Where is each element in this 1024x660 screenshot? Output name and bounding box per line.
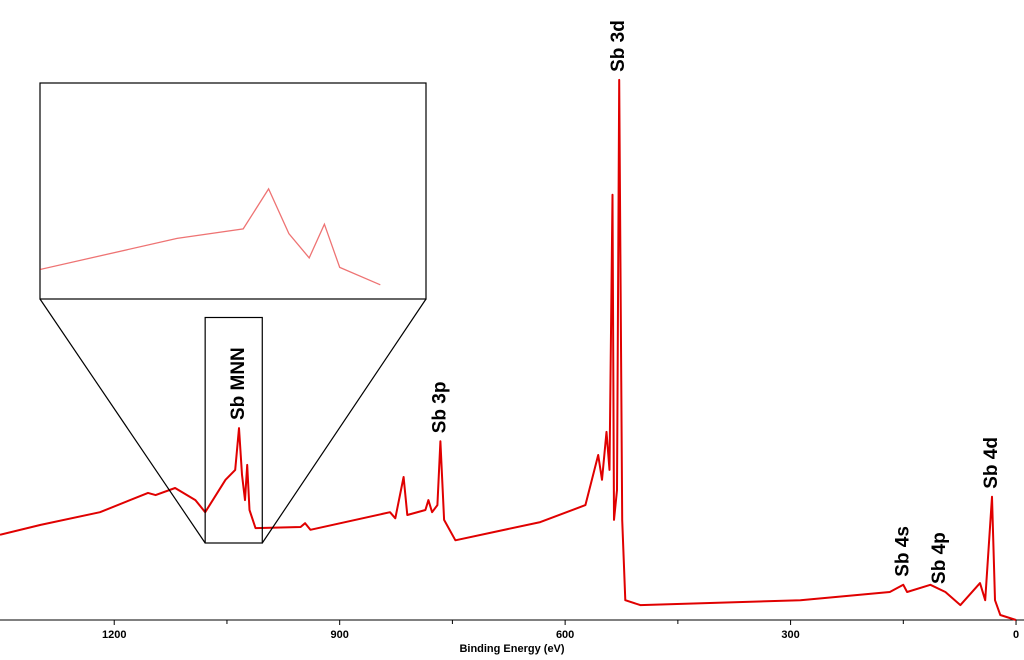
peak-label: Sb 4d [981,437,1002,489]
zoom-box [204,316,263,544]
x-tick-label: 900 [331,629,349,641]
connector [261,298,427,544]
peak-label: Sb 4s [892,526,913,577]
peak-label: Sb 4p [929,532,950,584]
inset-line [40,187,381,286]
peak-label: Sb 3p [429,382,450,434]
x-tick-label: 1200 [102,629,126,641]
x-tick-label: 600 [556,629,574,641]
spectrum-line [0,78,1017,621]
connector [39,298,206,544]
peak-label: Sb 3d [608,20,629,72]
peak-label: Sb MNN [228,347,249,420]
inset-frame [39,82,427,300]
x-axis-label: Binding Energy (eV) [459,643,564,655]
x-tick-label: 0 [1013,629,1019,641]
x-tick-label: 300 [781,629,799,641]
